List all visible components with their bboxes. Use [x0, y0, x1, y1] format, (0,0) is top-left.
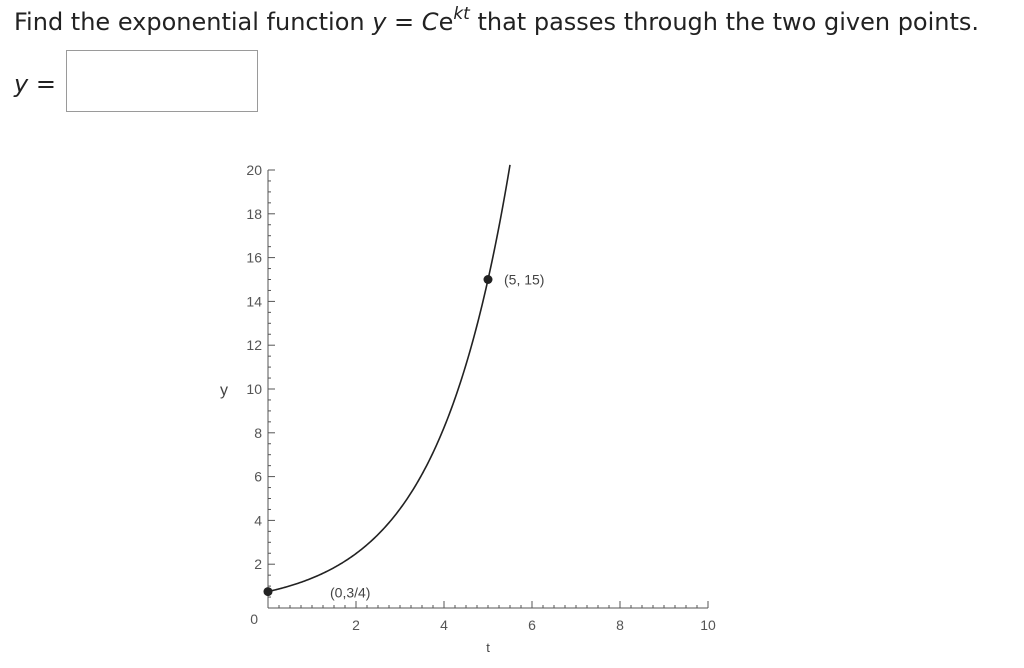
answer-label-var: y — [14, 70, 29, 98]
y-tick-label: 14 — [246, 293, 262, 309]
question-c-var: C — [421, 8, 439, 36]
question-equals: = — [386, 8, 422, 36]
data-point — [263, 587, 273, 597]
answer-input[interactable] — [66, 50, 258, 112]
y-tick-label: 0 — [250, 611, 258, 627]
question-suffix: that passes through the two given points… — [469, 8, 980, 36]
answer-label-equals: = — [28, 70, 56, 98]
point-label: (0,3/4) — [330, 585, 370, 601]
y-tick-label: 12 — [246, 337, 262, 353]
y-axis-title: y — [220, 382, 228, 399]
x-tick-label: 2 — [352, 617, 360, 633]
point-label: (5, 15) — [504, 272, 544, 288]
y-tick-label: 10 — [246, 381, 262, 397]
y-tick-label: 4 — [254, 512, 262, 528]
y-tick-label: 2 — [254, 556, 262, 572]
question-prefix: Find the exponential function — [14, 8, 373, 36]
question-exponent: kt — [453, 4, 470, 24]
x-tick-label: 4 — [440, 617, 448, 633]
y-tick-label: 18 — [246, 206, 262, 222]
y-tick-label: 8 — [254, 425, 262, 441]
exponential-curve — [267, 164, 511, 593]
y-tick-label: 20 — [246, 162, 262, 178]
answer-label: y = — [14, 70, 56, 98]
x-axis-title: t — [486, 640, 490, 655]
y-tick-label: 6 — [254, 469, 262, 485]
x-tick-label: 6 — [528, 617, 536, 633]
x-tick-label: 8 — [616, 617, 624, 633]
y-tick-label: 16 — [246, 250, 262, 266]
question-e-base: e — [438, 8, 454, 36]
data-point — [483, 275, 493, 284]
question-y-var: y — [372, 8, 387, 36]
question-text: Find the exponential function y = Cekt t… — [14, 4, 980, 36]
x-tick-label: 10 — [700, 617, 716, 633]
